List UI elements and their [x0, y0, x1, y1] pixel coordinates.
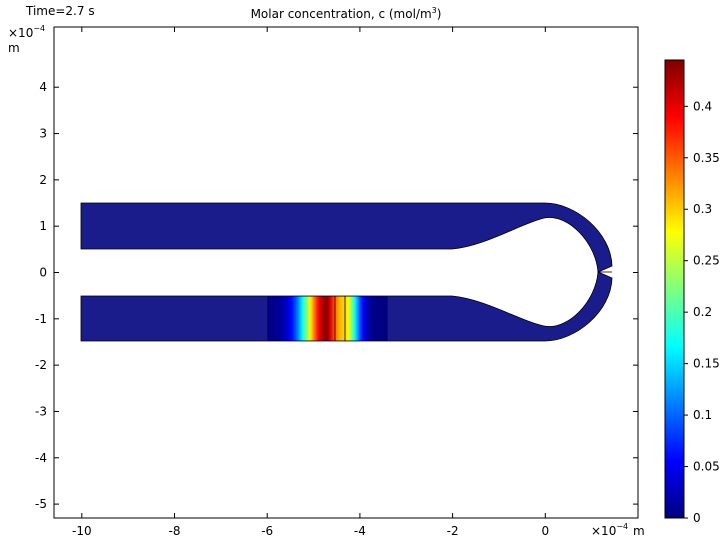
colorbar-ticks: 0 0.05 0.1 0.15 0.2 0.25 0.3 0.35 0.4	[684, 99, 720, 525]
x-tick-label: -10	[72, 524, 92, 538]
colorbar-tick-label: 0.3	[693, 202, 712, 216]
x-tick-label: -4	[354, 524, 366, 538]
y-tick-label: 2	[39, 173, 47, 187]
colorbar-tick-label: 0.4	[693, 99, 712, 113]
title-sup: 3	[432, 6, 437, 15]
y-tick-label: 1	[39, 219, 47, 233]
geometry-domain	[80, 202, 613, 342]
colorbar	[664, 59, 685, 519]
title-main: Molar concentration, c (mol/m	[251, 7, 432, 21]
x-tick-label: -6	[261, 524, 273, 538]
colorbar-tick-label: 0.05	[693, 460, 720, 474]
plot-title: Molar concentration, c (mol/m3)	[251, 6, 442, 21]
y-tick-label: 0	[39, 266, 47, 280]
y-tick-label: -5	[35, 497, 47, 511]
title-end: )	[437, 7, 442, 21]
x-exponent-base: ×10	[591, 524, 616, 538]
x-axis-ticks: -10 -8 -6 -4 -2 0	[72, 27, 549, 538]
y-exponent: ×10−4	[8, 24, 45, 40]
colorbar-tick-label: 0.1	[693, 408, 712, 422]
colorbar-tick-label: 0.15	[693, 357, 720, 371]
x-tick-label: -2	[447, 524, 459, 538]
plot-frame	[53, 26, 639, 519]
colorbar-tick-label: 0.2	[693, 305, 712, 319]
colorbar-tick-label: 0.25	[693, 254, 720, 268]
upper-channel	[80, 202, 613, 273]
x-tick-label: 0	[541, 524, 549, 538]
y-axis-ticks: 4 3 2 1 0 -1 -2 -3 -4 -5	[35, 80, 638, 511]
y-tick-label: -4	[35, 451, 47, 465]
concentration-pulse	[267, 296, 388, 341]
x-tick-label: -8	[169, 524, 181, 538]
y-tick-label: -1	[35, 312, 47, 326]
y-tick-label: 3	[39, 127, 47, 141]
time-label: Time=2.7 s	[25, 4, 95, 18]
y-tick-label: -2	[35, 358, 47, 372]
colorbar-tick-label: 0.35	[693, 151, 720, 165]
x-unit: m	[633, 524, 645, 538]
y-unit: m	[8, 41, 20, 55]
y-tick-label: 4	[39, 80, 47, 94]
y-exponent-power: −4	[33, 24, 45, 33]
y-exponent-base: ×10	[8, 26, 33, 40]
x-exponent: ×10−4	[591, 522, 628, 538]
x-exponent-power: −4	[616, 522, 628, 531]
y-tick-label: -3	[35, 404, 47, 418]
colorbar-tick-label: 0	[693, 511, 701, 525]
